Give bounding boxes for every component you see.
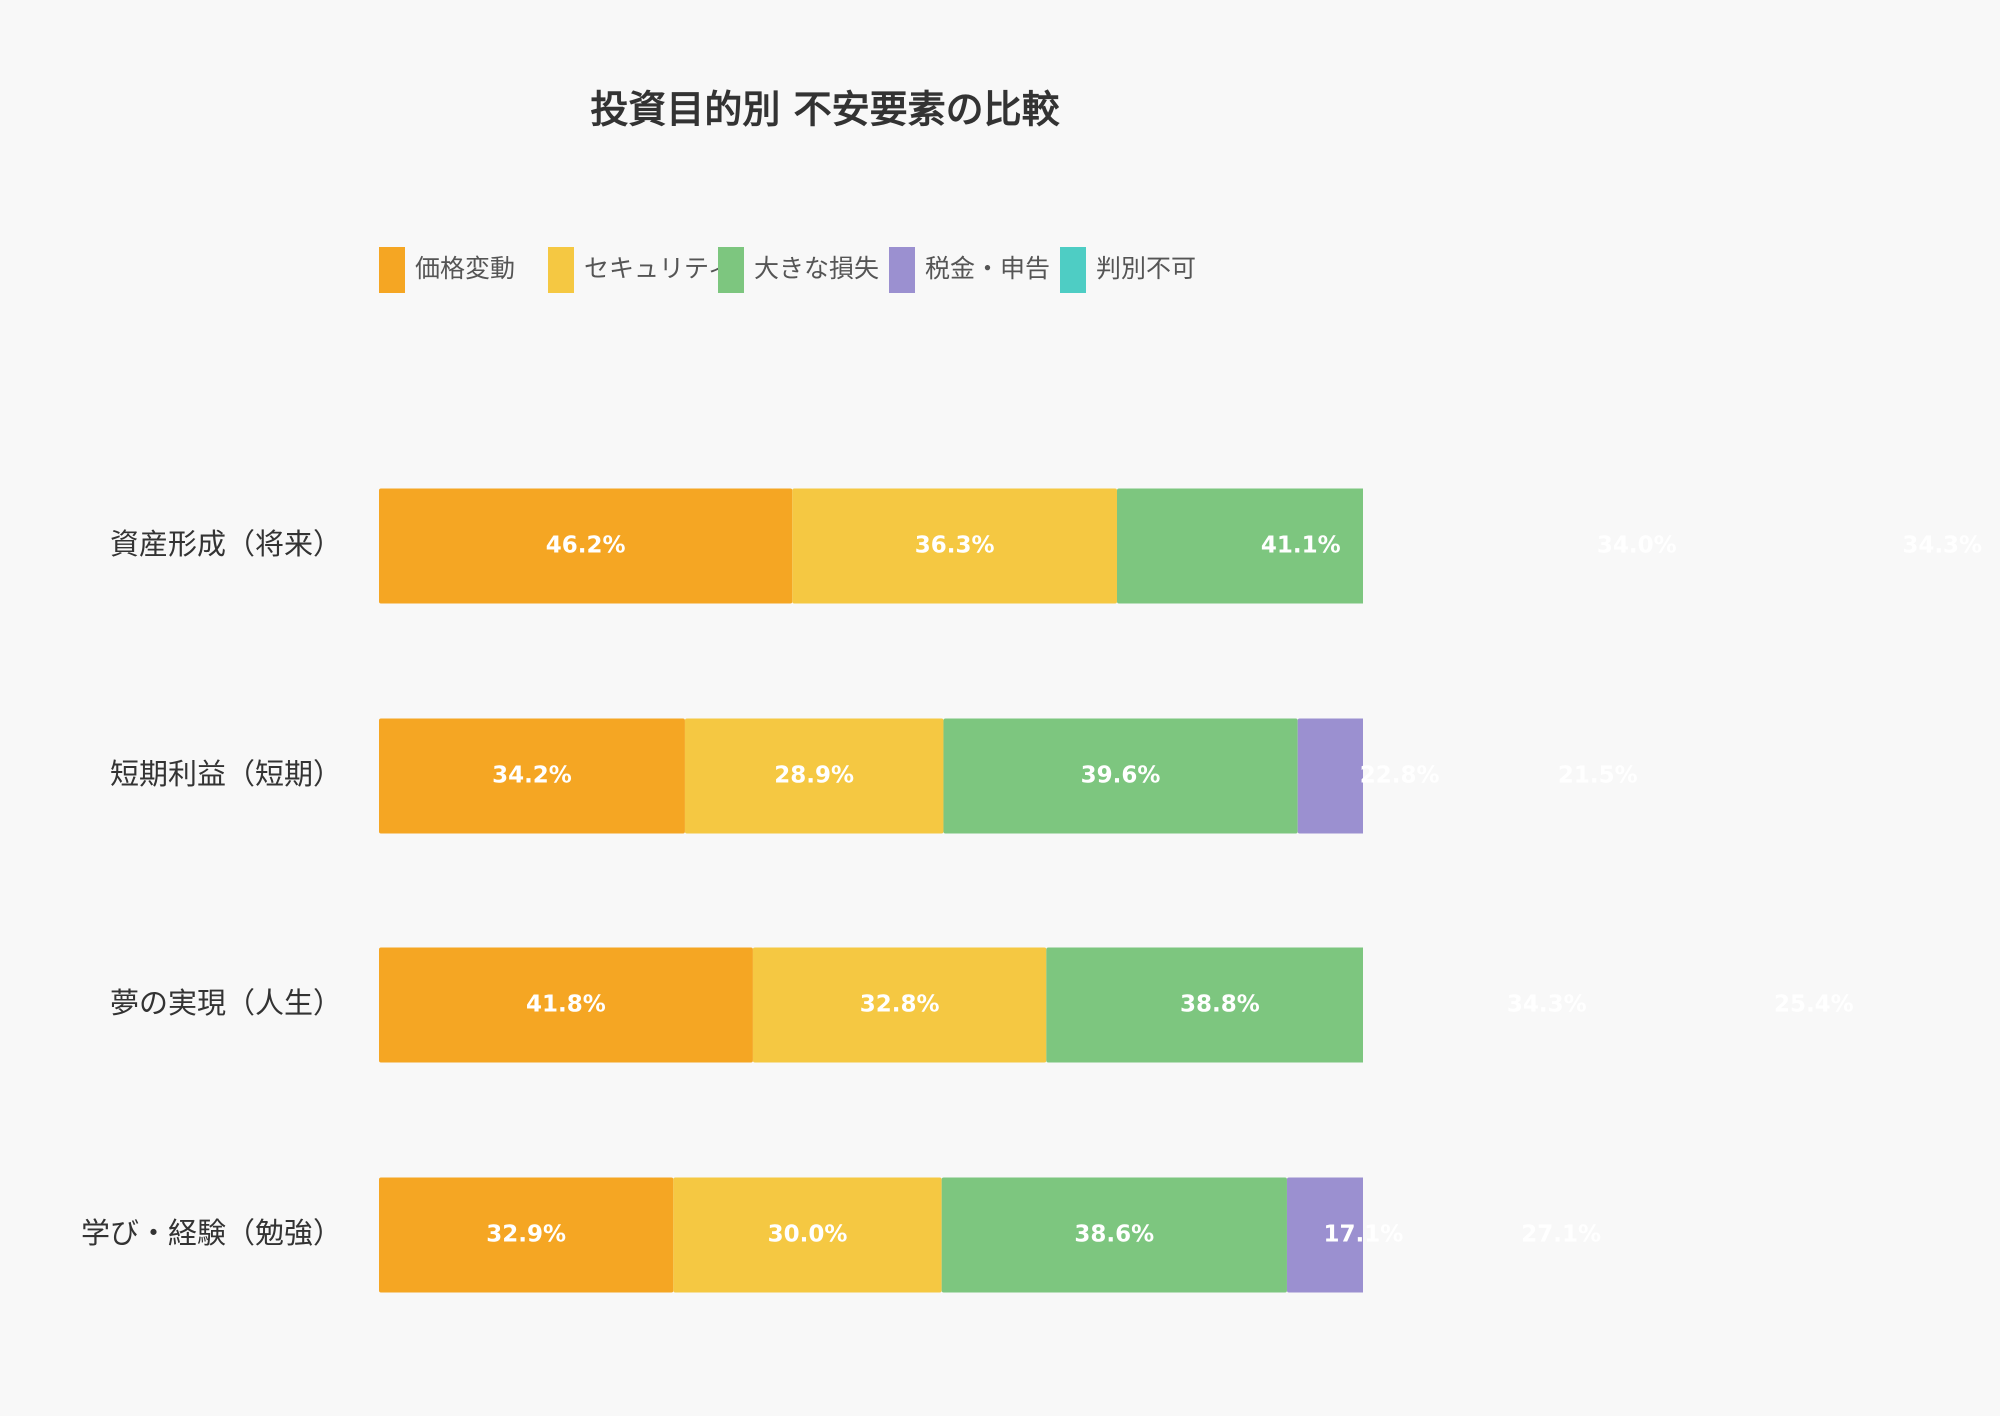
data-label: 39.6% <box>1081 763 1161 789</box>
y-tick-label: 資産形成（将来） <box>110 527 342 561</box>
bar-segment <box>752 947 1047 1063</box>
legend-label: 価格変動 <box>415 254 515 283</box>
data-label: 34.2% <box>492 763 572 789</box>
bar-segment <box>379 1177 674 1293</box>
data-label: 41.8% <box>526 992 606 1018</box>
plot-area <box>379 488 1363 1293</box>
bar-segment <box>673 1177 942 1293</box>
data-label: 36.3% <box>915 533 995 559</box>
legend-label: 判別不可 <box>1096 254 1196 283</box>
data-label: 28.9% <box>774 763 854 789</box>
bar-segment <box>943 718 1298 834</box>
data-label: 46.2% <box>546 533 626 559</box>
bar-segment <box>1286 1177 1363 1293</box>
y-tick-label: 短期利益（短期） <box>110 757 342 791</box>
data-label: 17.1% <box>1324 1222 1404 1248</box>
data-label: 32.9% <box>486 1222 566 1248</box>
legend-label: 税金・申告 <box>925 254 1050 283</box>
bar-segment <box>1117 488 1363 604</box>
data-label: 27.1% <box>1521 1222 1601 1248</box>
data-label: 22.8% <box>1360 763 1440 789</box>
legend-label: セキュリティ <box>584 254 733 283</box>
data-label: 38.8% <box>1180 992 1260 1018</box>
data-label: 38.6% <box>1074 1222 1154 1248</box>
data-label: 21.5% <box>1558 763 1638 789</box>
data-label: 34.0% <box>1597 533 1677 559</box>
bar-segment <box>379 718 685 834</box>
y-tick-label: 学び・経験（勉強） <box>81 1216 342 1250</box>
legend-label: 大きな損失 <box>754 254 879 283</box>
bar-segment <box>684 718 944 834</box>
bar-segment <box>941 1177 1287 1293</box>
legend-swatch <box>889 247 915 293</box>
bar-segment <box>1046 947 1363 1063</box>
data-label: 25.4% <box>1774 992 1854 1018</box>
data-label: 34.3% <box>1902 533 1982 559</box>
bar-segment <box>1297 718 1363 834</box>
bar-segment <box>379 488 793 604</box>
legend-swatch <box>379 247 405 293</box>
data-label: 32.8% <box>860 992 940 1018</box>
chart-title: 投資目的別 不安要素の比較 <box>590 88 1060 132</box>
data-label: 30.0% <box>768 1222 848 1248</box>
bar-segment <box>379 947 753 1063</box>
bar-segment <box>792 488 1117 604</box>
legend-swatch <box>548 247 574 293</box>
data-label: 41.1% <box>1261 533 1341 559</box>
legend-swatch <box>718 247 744 293</box>
data-label: 34.3% <box>1507 992 1587 1018</box>
y-tick-label: 夢の実現（人生） <box>110 986 342 1020</box>
legend-swatch <box>1060 247 1086 293</box>
